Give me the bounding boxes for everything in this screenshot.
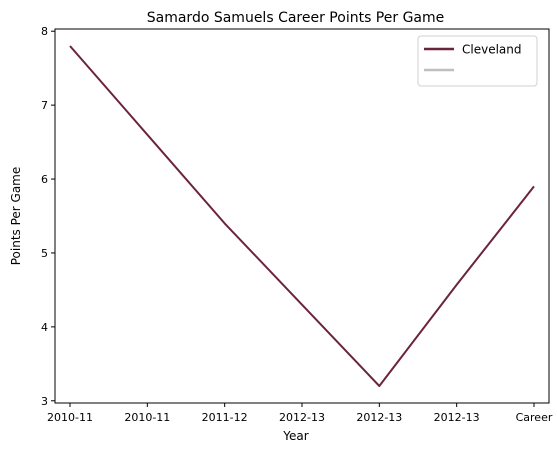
y-tick-label: 7 <box>41 99 48 112</box>
plot-area: 3 4 5 6 7 8 2010-11 2010-11 2011-12 2012-13 2012-… <box>41 25 553 424</box>
x-tick-label: 2011-12 <box>202 411 248 424</box>
x-tick-label: 2012-13 <box>356 411 402 424</box>
x-tick-label: 2012-13 <box>434 411 480 424</box>
legend: Cleveland <box>417 35 538 87</box>
y-tick-label: 3 <box>41 395 48 408</box>
x-tick-label: 2010-11 <box>124 411 170 424</box>
series-lines <box>69 45 535 387</box>
legend-label-cleveland: Cleveland <box>462 43 522 57</box>
y-tick-label: 8 <box>41 25 48 38</box>
x-axis-ticks: 2010-11 2010-11 2011-12 2012-13 2012-13 2012-… <box>47 403 553 424</box>
series-line-cleveland <box>69 45 535 387</box>
x-tick-label: 2012-13 <box>279 411 325 424</box>
x-tick-label: 2010-11 <box>47 411 93 424</box>
y-axis-label: Points Per Game <box>9 167 23 266</box>
chart-title: Samardo Samuels Career Points Per Game <box>147 10 445 26</box>
y-tick-label: 6 <box>41 173 48 186</box>
x-axis-label: Year <box>282 429 308 443</box>
x-tick-label: Career <box>516 411 553 424</box>
y-tick-label: 5 <box>41 247 48 260</box>
y-tick-label: 4 <box>41 321 48 334</box>
y-axis-ticks: 3 4 5 6 7 8 <box>41 25 55 408</box>
